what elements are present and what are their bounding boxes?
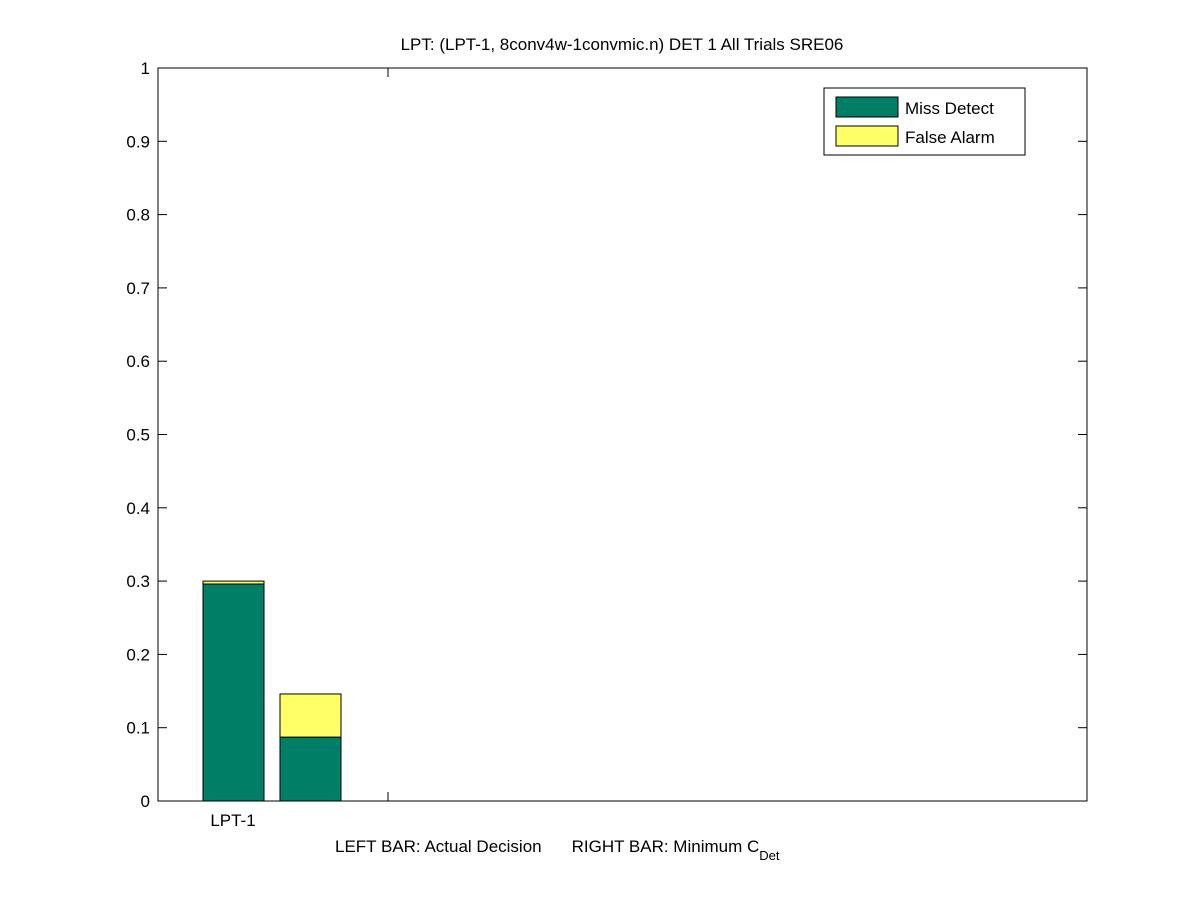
chart-title: LPT: (LPT-1, 8conv4w-1convmic.n) DET 1 A… (401, 35, 844, 54)
legend-swatch-miss-detect (835, 96, 899, 118)
y-tick-label: 0.3 (126, 572, 150, 591)
y-tick-label: 0.8 (126, 206, 150, 225)
y-tick-label: 0.7 (126, 279, 150, 298)
y-tick-label: 0 (141, 792, 150, 811)
legend: Miss Detect False Alarm (823, 87, 1026, 156)
y-tick-label: 0.5 (126, 426, 150, 445)
y-tick-label: 0.9 (126, 132, 150, 151)
plot-frame (157, 67, 1088, 802)
y-tick-label: 0.2 (126, 645, 150, 664)
y-tick-label: 0.6 (126, 352, 150, 371)
legend-label: Miss Detect (905, 99, 994, 118)
bar-miss-detect (279, 736, 342, 802)
x-axis-label: LEFT BAR: Actual Decision RIGHT BAR: Mini… (335, 837, 780, 863)
y-tick-label: 1 (141, 59, 150, 78)
bar-miss-detect (202, 583, 265, 802)
x-tick-label: LPT-1 (210, 811, 255, 830)
y-tick-label: 0.4 (126, 499, 150, 518)
y-tick-label: 0.1 (126, 719, 150, 738)
bar-false-alarm (279, 693, 342, 738)
legend-label: False Alarm (905, 128, 995, 147)
legend-swatch-false-alarm (835, 125, 899, 147)
